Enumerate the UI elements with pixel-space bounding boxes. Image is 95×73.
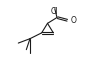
Text: Cl: Cl bbox=[50, 7, 58, 16]
Text: O: O bbox=[70, 16, 76, 25]
